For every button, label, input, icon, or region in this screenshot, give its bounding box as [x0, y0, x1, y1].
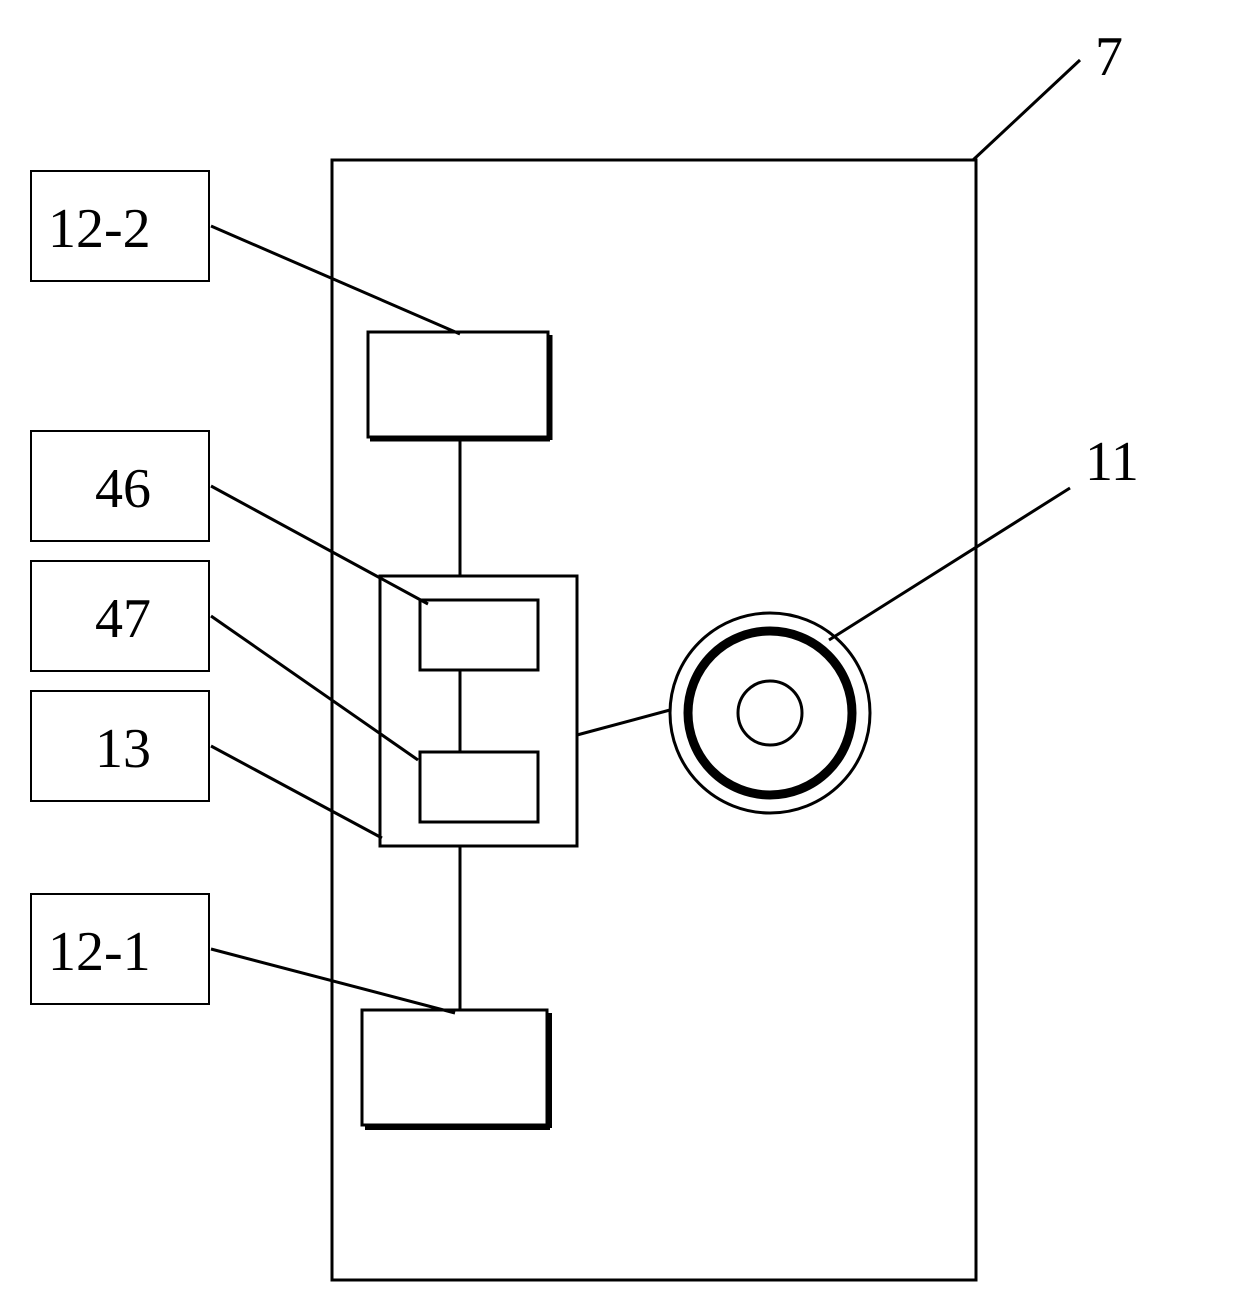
leader-12-2 [211, 226, 460, 334]
lower-block [362, 1010, 547, 1125]
label-7: 7 [1095, 25, 1123, 89]
conn-mid-to-circle [577, 710, 670, 735]
inner-block-bottom [420, 752, 538, 822]
label-47: 47 [95, 587, 151, 651]
label-13: 13 [95, 717, 151, 781]
circle-outer [670, 613, 870, 813]
main-enclosure [332, 160, 976, 1280]
label-11: 11 [1085, 430, 1139, 494]
leader-11 [829, 488, 1070, 640]
leader-13 [211, 746, 382, 838]
circle-mid [688, 631, 852, 795]
label-12-2: 12-2 [48, 197, 151, 261]
inner-block-top [420, 600, 538, 670]
middle-container [380, 576, 577, 846]
label-46: 46 [95, 457, 151, 521]
label-12-1: 12-1 [48, 920, 151, 984]
upper-block [368, 332, 548, 437]
schematic-diagram: 7 12-2 46 47 13 12-1 11 [0, 0, 1240, 1315]
leader-7 [973, 60, 1080, 160]
leader-47 [211, 616, 418, 760]
circle-inner [738, 681, 802, 745]
leader-46 [211, 486, 428, 604]
